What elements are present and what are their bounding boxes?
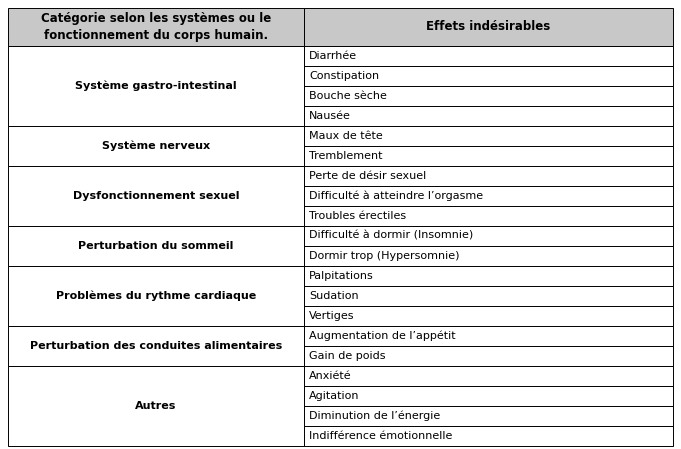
Text: Effets indésirables: Effets indésirables bbox=[426, 21, 550, 34]
Bar bbox=[304, 366, 673, 386]
Bar bbox=[304, 166, 673, 186]
Text: Dormir trop (Hypersomnie): Dormir trop (Hypersomnie) bbox=[309, 251, 460, 261]
Text: Diminution de l’énergie: Diminution de l’énergie bbox=[309, 411, 440, 421]
Bar bbox=[304, 146, 673, 166]
Text: Tremblement: Tremblement bbox=[309, 151, 383, 161]
Text: Diarrhée: Diarrhée bbox=[309, 51, 357, 61]
Bar bbox=[8, 46, 304, 126]
Bar bbox=[304, 46, 673, 66]
Text: Catégorie selon les systèmes ou le
fonctionnement du corps humain.: Catégorie selon les systèmes ou le fonct… bbox=[41, 12, 271, 42]
Bar bbox=[8, 326, 304, 366]
Bar bbox=[8, 126, 304, 166]
Bar bbox=[304, 106, 673, 126]
Text: Difficulté à dormir (Insomnie): Difficulté à dormir (Insomnie) bbox=[309, 231, 473, 241]
Bar bbox=[304, 186, 673, 206]
Bar bbox=[8, 366, 304, 446]
Bar bbox=[304, 8, 673, 46]
Bar bbox=[8, 8, 304, 46]
Text: Anxiété: Anxiété bbox=[309, 371, 351, 381]
Bar bbox=[304, 306, 673, 326]
Text: Augmentation de l’appétit: Augmentation de l’appétit bbox=[309, 331, 456, 341]
Text: Bouche sèche: Bouche sèche bbox=[309, 91, 387, 101]
Bar bbox=[304, 66, 673, 86]
Text: Palpitations: Palpitations bbox=[309, 271, 374, 281]
Text: Sudation: Sudation bbox=[309, 291, 359, 301]
Text: Difficulté à atteindre l’orgasme: Difficulté à atteindre l’orgasme bbox=[309, 191, 483, 201]
Bar bbox=[304, 426, 673, 446]
Bar bbox=[304, 226, 673, 246]
Bar bbox=[8, 226, 304, 266]
Bar bbox=[8, 166, 304, 226]
Text: Autres: Autres bbox=[136, 401, 176, 411]
Text: Système gastro-intestinal: Système gastro-intestinal bbox=[75, 81, 237, 91]
Text: Vertiges: Vertiges bbox=[309, 311, 354, 321]
Text: Nausée: Nausée bbox=[309, 111, 351, 121]
Text: Dysfonctionnement sexuel: Dysfonctionnement sexuel bbox=[73, 191, 239, 201]
Bar bbox=[304, 346, 673, 366]
Text: Système nerveux: Système nerveux bbox=[102, 141, 210, 151]
Bar bbox=[304, 386, 673, 406]
Text: Indifférence émotionnelle: Indifférence émotionnelle bbox=[309, 431, 452, 441]
Bar bbox=[8, 266, 304, 326]
Bar bbox=[304, 326, 673, 346]
Bar bbox=[304, 266, 673, 286]
Bar bbox=[304, 286, 673, 306]
Bar bbox=[304, 246, 673, 266]
Text: Constipation: Constipation bbox=[309, 71, 379, 81]
Text: Agitation: Agitation bbox=[309, 391, 360, 401]
Bar bbox=[304, 126, 673, 146]
Text: Perturbation du sommeil: Perturbation du sommeil bbox=[78, 241, 234, 251]
Bar bbox=[304, 406, 673, 426]
Text: Maux de tête: Maux de tête bbox=[309, 131, 383, 141]
Text: Problèmes du rythme cardiaque: Problèmes du rythme cardiaque bbox=[56, 291, 256, 301]
Text: Gain de poids: Gain de poids bbox=[309, 351, 385, 361]
Bar bbox=[304, 86, 673, 106]
Text: Troubles érectiles: Troubles érectiles bbox=[309, 211, 406, 221]
Text: Perturbation des conduites alimentaires: Perturbation des conduites alimentaires bbox=[30, 341, 282, 351]
Text: Perte de désir sexuel: Perte de désir sexuel bbox=[309, 171, 426, 181]
Bar bbox=[304, 206, 673, 226]
